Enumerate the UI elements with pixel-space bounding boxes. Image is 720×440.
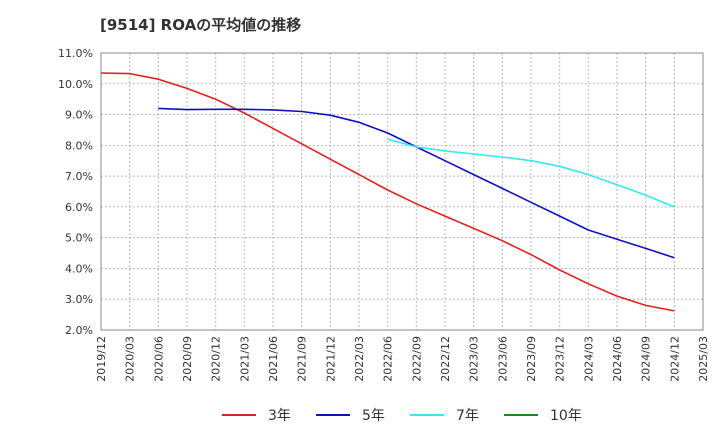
y-axis-ticks: 2.0% 3.0% 4.0% 5.0% 6.0% 7.0% 8.0% 9.0% 10.0% 11.…: [58, 47, 93, 337]
x-tick-label: 2023/12: [554, 336, 567, 382]
y-tick-label: 8.0%: [65, 139, 93, 152]
y-tick-label: 4.0%: [65, 262, 93, 275]
grid: [100, 52, 704, 331]
x-tick-label: 2020/03: [124, 336, 137, 382]
x-tick-label: 2021/09: [296, 336, 309, 382]
series-lines: [100, 72, 675, 312]
y-tick-label: 5.0%: [65, 232, 93, 245]
series-line-1: [100, 72, 675, 312]
x-tick-label: 2021/06: [267, 336, 280, 382]
x-tick-label: 2024/06: [611, 336, 624, 382]
legend-label-10y: 10年: [550, 408, 582, 424]
x-tick-label: 2022/09: [410, 336, 423, 382]
y-tick-label: 11.0%: [58, 47, 93, 60]
x-tick-label: 2024/03: [582, 336, 595, 382]
legend-label-5y: 5年: [362, 408, 385, 424]
x-tick-label: 2025/03: [697, 336, 710, 382]
y-tick-label: 7.0%: [65, 170, 93, 183]
legend-swatch-10y: [504, 414, 538, 416]
y-tick-label: 10.0%: [58, 78, 93, 91]
series-line-3: [387, 138, 675, 208]
x-tick-label: 2023/03: [468, 336, 481, 382]
x-tick-label: 2020/09: [181, 336, 194, 382]
x-tick-label: 2019/12: [95, 336, 108, 382]
y-tick-label: 3.0%: [65, 293, 93, 306]
x-tick-label: 2024/12: [668, 336, 681, 382]
x-tick-label: 2022/03: [353, 336, 366, 382]
legend-item-5y: 5年: [316, 404, 385, 426]
y-tick-label: 2.0%: [65, 324, 93, 337]
x-tick-label: 2020/12: [210, 336, 223, 382]
x-tick-label: 2020/06: [152, 336, 165, 382]
line-chart: 2.0% 3.0% 4.0% 5.0% 6.0% 7.0% 8.0% 9.0% 10.0% 11.…: [58, 47, 710, 382]
legend-item-7y: 7年: [410, 404, 479, 426]
legend: 3年 5年 7年 10年: [0, 400, 720, 430]
x-tick-label: 2022/06: [382, 336, 395, 382]
x-tick-label: 2023/06: [496, 336, 509, 382]
legend-label-3y: 3年: [268, 408, 291, 424]
legend-item-10y: 10年: [504, 404, 582, 426]
chart-title: [9514] ROAの平均値の推移: [100, 16, 302, 34]
legend-swatch-7y: [410, 414, 444, 416]
x-tick-label: 2021/03: [238, 336, 251, 382]
x-tick-label: 2021/12: [324, 336, 337, 382]
y-tick-label: 6.0%: [65, 201, 93, 214]
legend-swatch-5y: [316, 414, 350, 416]
x-tick-label: 2023/09: [525, 336, 538, 382]
y-tick-label: 9.0%: [65, 109, 93, 122]
legend-swatch-3y: [222, 414, 256, 416]
x-tick-label: 2024/09: [640, 336, 653, 382]
x-axis-ticks: 2019/12 2020/03 2020/06 2020/09 2020/12 2021/…: [95, 336, 710, 382]
x-tick-label: 2022/12: [439, 336, 452, 382]
legend-item-3y: 3年: [222, 404, 291, 426]
legend-label-7y: 7年: [456, 408, 479, 424]
plot-frame: [100, 52, 704, 331]
